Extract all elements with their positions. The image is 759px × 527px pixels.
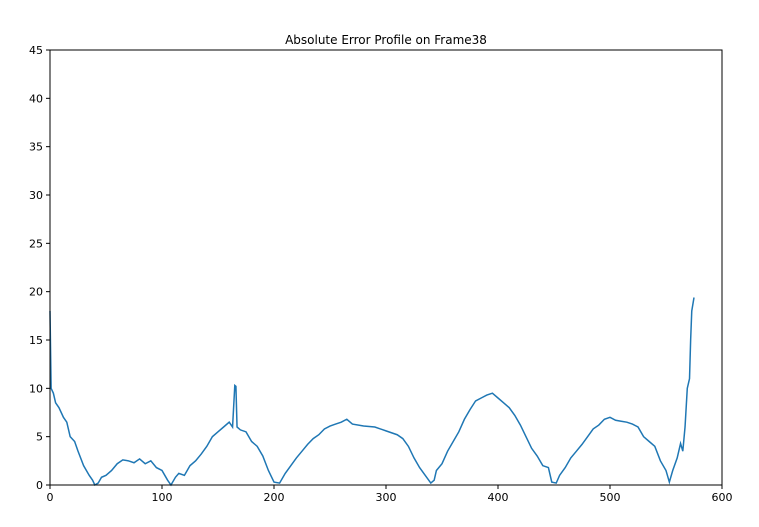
chart-title: Absolute Error Profile on Frame38 xyxy=(285,33,487,47)
y-tick-label: 10 xyxy=(29,382,43,395)
x-tick-label: 100 xyxy=(152,491,173,504)
y-tick-label: 0 xyxy=(36,479,43,492)
plot-frame xyxy=(49,49,723,486)
x-tick-label: 500 xyxy=(600,491,621,504)
x-tick-label: 200 xyxy=(264,491,285,504)
x-tick-label: 300 xyxy=(376,491,397,504)
y-tick-label: 40 xyxy=(29,92,43,105)
x-tick-label: 600 xyxy=(712,491,733,504)
y-tick-label: 25 xyxy=(29,237,43,250)
y-tick-label: 30 xyxy=(29,189,43,202)
y-tick-label: 15 xyxy=(29,334,43,347)
y-tick-label: 45 xyxy=(29,44,43,57)
y-tick-label: 5 xyxy=(36,431,43,444)
x-tick-label: 0 xyxy=(47,491,54,504)
y-tick-label: 20 xyxy=(29,286,43,299)
y-tick-label: 35 xyxy=(29,141,43,154)
data-line xyxy=(49,297,695,487)
x-tick-label: 400 xyxy=(488,491,509,504)
